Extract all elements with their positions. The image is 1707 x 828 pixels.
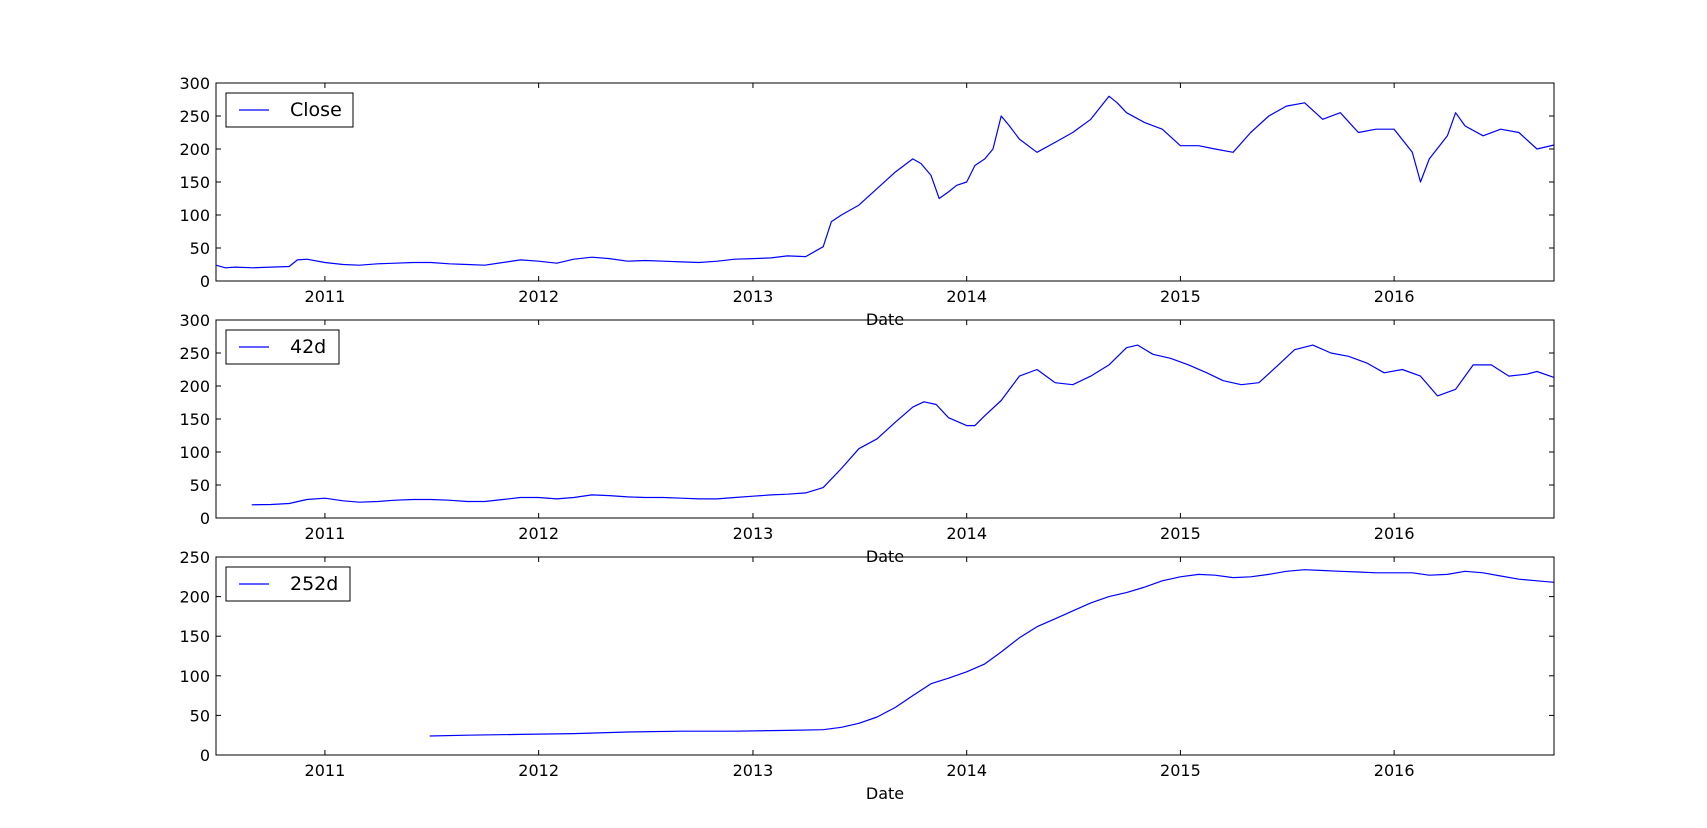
legend-label: Close [290, 99, 342, 121]
subplot-3: 0 50 100 150 200 250 2011 2012 2013 2014 2015 2016 D… [179, 548, 1555, 803]
x-tick-label: 2014 [946, 287, 987, 306]
y-tick-label: 300 [179, 74, 210, 93]
series-line-close [215, 95, 1555, 269]
y-tick-label: 100 [179, 206, 210, 225]
subplot-2: 0 50 100 150 200 250 300 2011 2012 2013 2014 2015 20… [179, 311, 1555, 566]
x-tick-label: 2016 [1374, 287, 1415, 306]
y-tick-label: 200 [179, 140, 210, 159]
y-tick-label: 250 [179, 107, 210, 126]
x-tick-label: 2011 [305, 287, 346, 306]
x-tick-label: 2012 [518, 287, 559, 306]
y-tick-label: 250 [179, 344, 210, 363]
x-tick-label: 2015 [1160, 287, 1201, 306]
x-tick-label: 2014 [946, 761, 987, 780]
y-tick-label: 150 [179, 627, 210, 646]
legend-label: 252d [290, 573, 338, 595]
y-tick-label: 100 [179, 443, 210, 462]
y-tick-label: 300 [179, 311, 210, 330]
x-tick-label: 2016 [1374, 524, 1415, 543]
legend-label: 42d [290, 336, 326, 358]
axes-frame [215, 556, 1555, 756]
series-line-42d [251, 344, 1555, 506]
x-tick-label: 2015 [1160, 761, 1201, 780]
y-tick-label: 150 [179, 173, 210, 192]
y-tick-label: 200 [179, 377, 210, 396]
legend: 252d [225, 566, 351, 602]
x-tick-label: 2016 [1374, 761, 1415, 780]
y-tick-label: 250 [179, 548, 210, 567]
subplot-1: 0 50 100 150 200 250 300 2011 2012 2013 2014 2015 20… [179, 74, 1555, 329]
y-tick-label: 0 [200, 272, 210, 291]
legend: Close [225, 92, 354, 128]
y-tick-label: 50 [190, 476, 210, 495]
y-tick-label: 150 [179, 410, 210, 429]
x-tick-label: 2013 [733, 761, 774, 780]
y-tick-label: 50 [190, 706, 210, 725]
y-tick-label: 200 [179, 588, 210, 607]
y-tick-label: 50 [190, 239, 210, 258]
x-tick-label: 2015 [1160, 524, 1201, 543]
x-tick-label: 2013 [733, 287, 774, 306]
y-tick-label: 0 [200, 746, 210, 765]
x-tick-label: 2012 [518, 761, 559, 780]
legend: 42d [225, 329, 340, 365]
x-axis-label: Date [866, 784, 904, 803]
x-tick-label: 2012 [518, 524, 559, 543]
series-line-252d [429, 569, 1555, 737]
y-tick-label: 0 [200, 509, 210, 528]
y-tick-label: 100 [179, 667, 210, 686]
x-tick-label: 2014 [946, 524, 987, 543]
x-tick-label: 2011 [305, 524, 346, 543]
x-tick-label: 2011 [305, 761, 346, 780]
x-tick-label: 2013 [733, 524, 774, 543]
